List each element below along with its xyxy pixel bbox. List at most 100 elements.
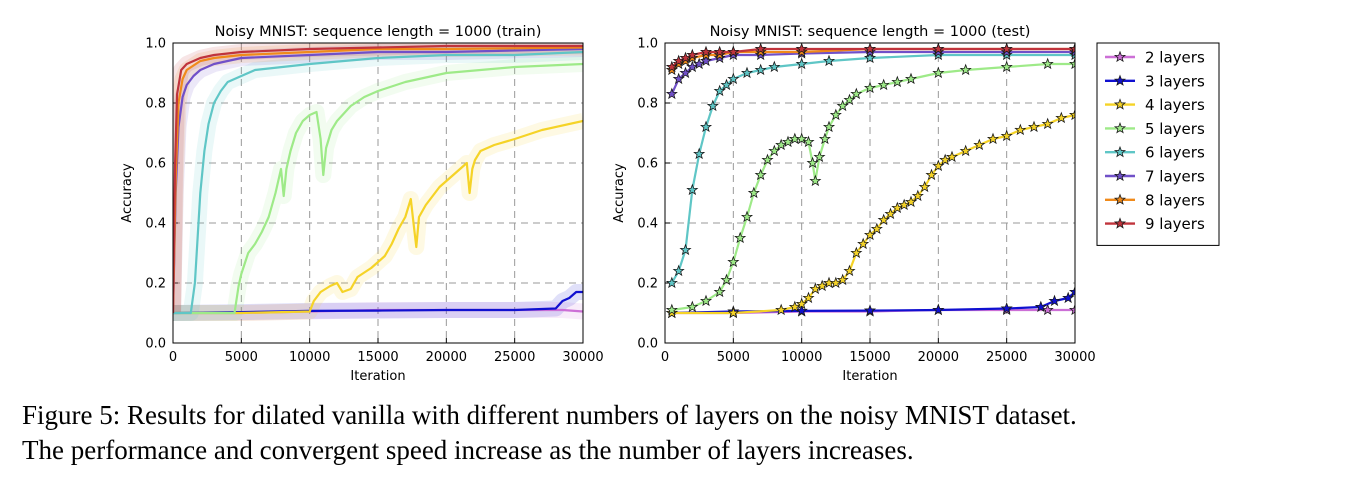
- series-point: [809, 282, 822, 295]
- series-point: [781, 135, 795, 148]
- legend-swatch-marker: [1113, 217, 1127, 229]
- series-point: [1055, 111, 1068, 124]
- legend-frame: [1096, 42, 1220, 246]
- series-point: [813, 150, 826, 163]
- series-point: [740, 210, 754, 223]
- series-point: [734, 231, 747, 244]
- legend: 2 layers 3 layers 4 layers 5 layers 6 layers…: [1096, 42, 1220, 246]
- y-tick-label: 1.0: [145, 37, 166, 52]
- legend-swatch-marker: [1113, 98, 1127, 110]
- series-point: [973, 138, 986, 151]
- series-point: [925, 168, 938, 181]
- series-point: [822, 54, 836, 67]
- series-point: [877, 78, 890, 91]
- series-line-5: [671, 62, 1075, 312]
- legend-label: 5 layers: [1145, 120, 1205, 138]
- legend-swatch-marker: [1113, 50, 1127, 63]
- x-tick-label: 0: [661, 350, 669, 365]
- plot-frame: [172, 42, 584, 344]
- series-point: [822, 120, 836, 133]
- series-line-4: [173, 119, 583, 315]
- series-point: [727, 306, 740, 319]
- series-point: [945, 150, 959, 163]
- series-point: [870, 222, 883, 235]
- series-point: [802, 291, 815, 304]
- series-point: [829, 108, 842, 121]
- series-point: [918, 180, 931, 193]
- x-tick-label: 0: [169, 350, 177, 365]
- series-point: [959, 63, 972, 76]
- series-point: [795, 132, 808, 145]
- series-point: [850, 87, 863, 100]
- series-point: [836, 273, 849, 286]
- x-tick-label: 10000: [781, 350, 822, 365]
- y-tick-label: 1.0: [637, 37, 658, 52]
- series-point: [1068, 303, 1075, 316]
- series-point: [679, 51, 692, 64]
- series-point: [1041, 57, 1054, 70]
- series-point: [775, 303, 788, 316]
- series-point: [1048, 294, 1061, 307]
- legend-label: 7 layers: [1145, 168, 1205, 186]
- series-point: [665, 87, 678, 100]
- series-point: [843, 264, 856, 277]
- series-point: [727, 255, 740, 268]
- series-point: [1068, 108, 1075, 121]
- y-tick-label: 0.2: [145, 277, 166, 292]
- x-tick-label: 15000: [357, 350, 398, 365]
- series-point: [1000, 302, 1013, 314]
- legend-swatch-marker: [1113, 193, 1127, 205]
- x-tick-label: 30000: [562, 350, 603, 365]
- chart-test: 0 5000 10000 15000 20000 25000 30000 0.0 0.2 0.4 0…: [612, 24, 1220, 384]
- series-point: [740, 66, 754, 79]
- x-tick-label: 20000: [918, 350, 959, 365]
- x-axis-label: Iteration: [350, 369, 405, 384]
- series-point: [720, 273, 733, 286]
- y-tick-label: 0.0: [637, 337, 658, 352]
- series-point: [891, 201, 904, 214]
- y-tick-label: 0.4: [637, 217, 658, 232]
- series-point: [802, 135, 815, 148]
- series-point: [713, 285, 726, 298]
- series-point: [1000, 43, 1013, 55]
- series-point: [911, 189, 924, 202]
- series-point: [672, 264, 685, 277]
- y-tick-label: 0.6: [637, 157, 658, 172]
- series-point: [754, 168, 767, 181]
- series-point: [1068, 285, 1075, 298]
- series-point: [699, 45, 713, 58]
- series-point: [829, 276, 842, 289]
- chart-train: 0 5000 10000 15000 20000 25000 30000 0.0 0.2 0.4 0…: [120, 24, 604, 384]
- y-tick-label: 0.8: [637, 97, 658, 112]
- series-point: [788, 300, 801, 313]
- series-point: [809, 174, 822, 187]
- series-point: [686, 48, 699, 61]
- chart-title: Noisy MNIST: sequence length = 1000 (tra…: [215, 24, 542, 40]
- series-point: [727, 45, 740, 58]
- series-point: [693, 147, 706, 160]
- legend-swatch-marker: [1113, 169, 1127, 182]
- legend-label: 8 layers: [1145, 191, 1205, 209]
- series-point: [754, 63, 767, 76]
- series-point: [679, 243, 692, 256]
- plot-frame: [664, 42, 1076, 344]
- series-point: [1041, 303, 1054, 316]
- series-point: [816, 279, 829, 292]
- y-tick-label: 0.4: [145, 217, 166, 232]
- x-tick-label: 20000: [426, 350, 467, 365]
- legend-swatch-marker: [1113, 145, 1127, 158]
- plot-area: [173, 43, 583, 321]
- y-axis-label: Accuracy: [120, 163, 135, 223]
- legend-swatch-marker: [1113, 74, 1127, 86]
- series-point: [706, 99, 719, 112]
- series-point: [761, 153, 774, 166]
- series-line-6: [173, 50, 583, 315]
- y-tick-label: 0.8: [145, 97, 166, 112]
- series-line-9: [173, 44, 583, 314]
- series-point: [686, 183, 699, 196]
- chart-title: Noisy MNIST: sequence length = 1000 (tes…: [710, 24, 1031, 40]
- series-point: [857, 237, 870, 250]
- series-point: [904, 72, 918, 85]
- series-point: [754, 43, 767, 55]
